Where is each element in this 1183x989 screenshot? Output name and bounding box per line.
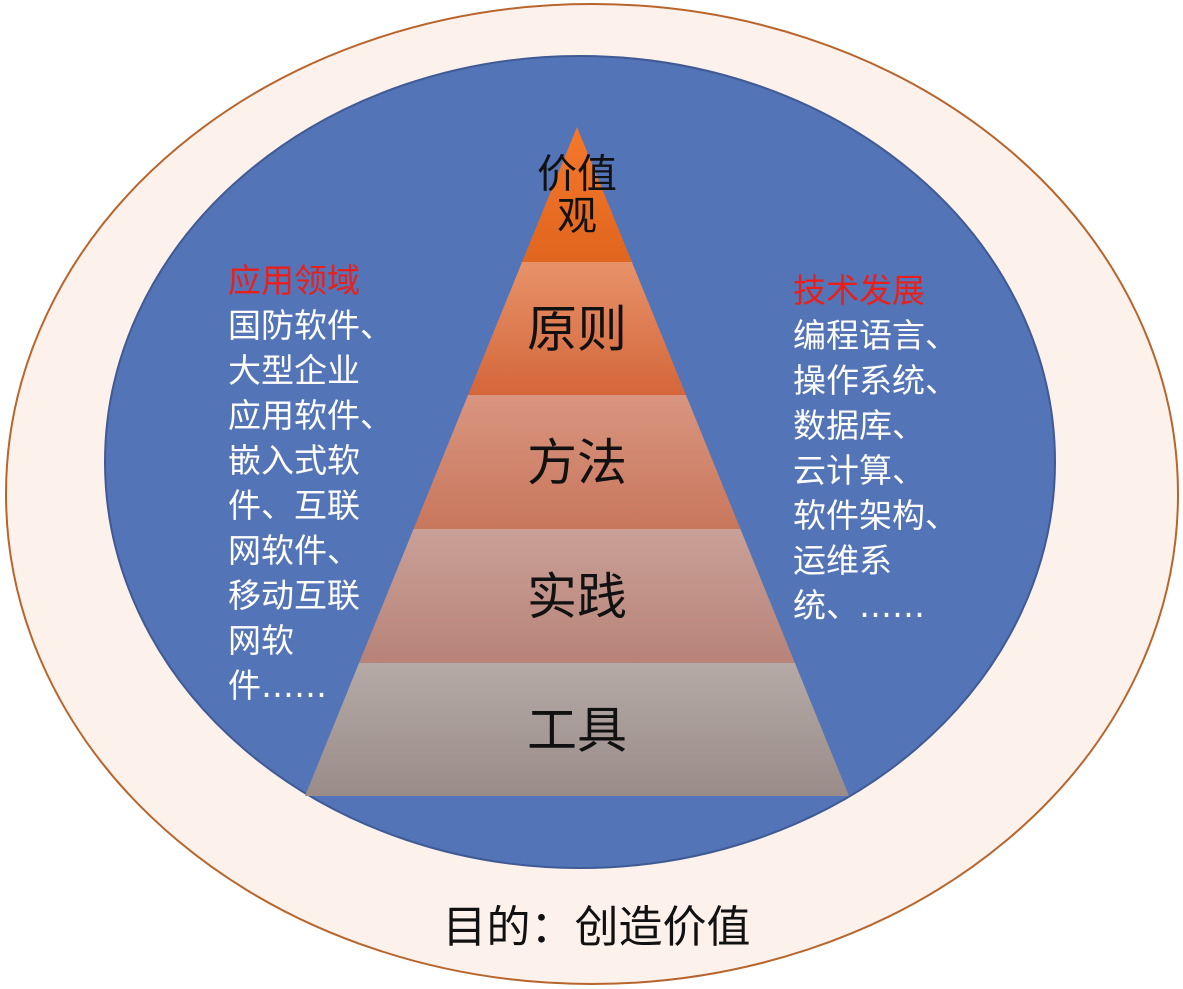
level-values-label: 观 [557,193,597,239]
application-domain-line: 网软 [228,621,294,660]
application-domain-line: 网软件、 [228,531,360,570]
technology-line: 操作系统、 [793,361,958,400]
level-principles-segment [468,262,686,395]
level-tools-segment [305,663,849,796]
level-practice-segment [359,529,795,663]
level-tools-label: 工具 [527,702,627,760]
level-values-label: 价值 [537,151,617,197]
application-domain-line: 应用软件、 [228,396,393,435]
level-methods-label: 方法 [527,434,627,492]
technology-line: 数据库、 [793,406,925,445]
technology-line: 编程语言、 [793,316,958,355]
application-domain-line: 嵌入式软 [228,441,360,480]
technology-development-heading: 技术发展 [793,271,925,310]
application-domains-panel: 应用领域 国防软件、 大型企业 应用软件、 嵌入式软 件、互联 网软件、 移动互… [228,258,393,708]
application-domain-line: 大型企业 [228,351,360,390]
technology-line: 运维系 [793,541,892,580]
application-domain-line: 件…… [228,666,327,705]
technology-line: 统、…… [793,586,925,625]
level-methods-segment [413,395,741,529]
technology-line: 云计算、 [793,451,925,490]
level-practice-label: 实践 [527,568,627,626]
application-domains-heading: 应用领域 [228,261,360,300]
application-domain-line: 件、互联 [228,486,360,525]
application-domain-line: 移动互联 [228,576,360,615]
level-principles-label: 原则 [527,301,627,359]
application-domain-line: 国防软件、 [228,306,393,345]
technology-line: 软件架构、 [793,496,958,535]
purpose-label: 目的：创造价值 [442,902,751,953]
technology-development-panel: 技术发展 编程语言、 操作系统、 数据库、 云计算、 软件架构、 运维系 统、…… [793,268,958,628]
level-values-segment [522,127,632,262]
